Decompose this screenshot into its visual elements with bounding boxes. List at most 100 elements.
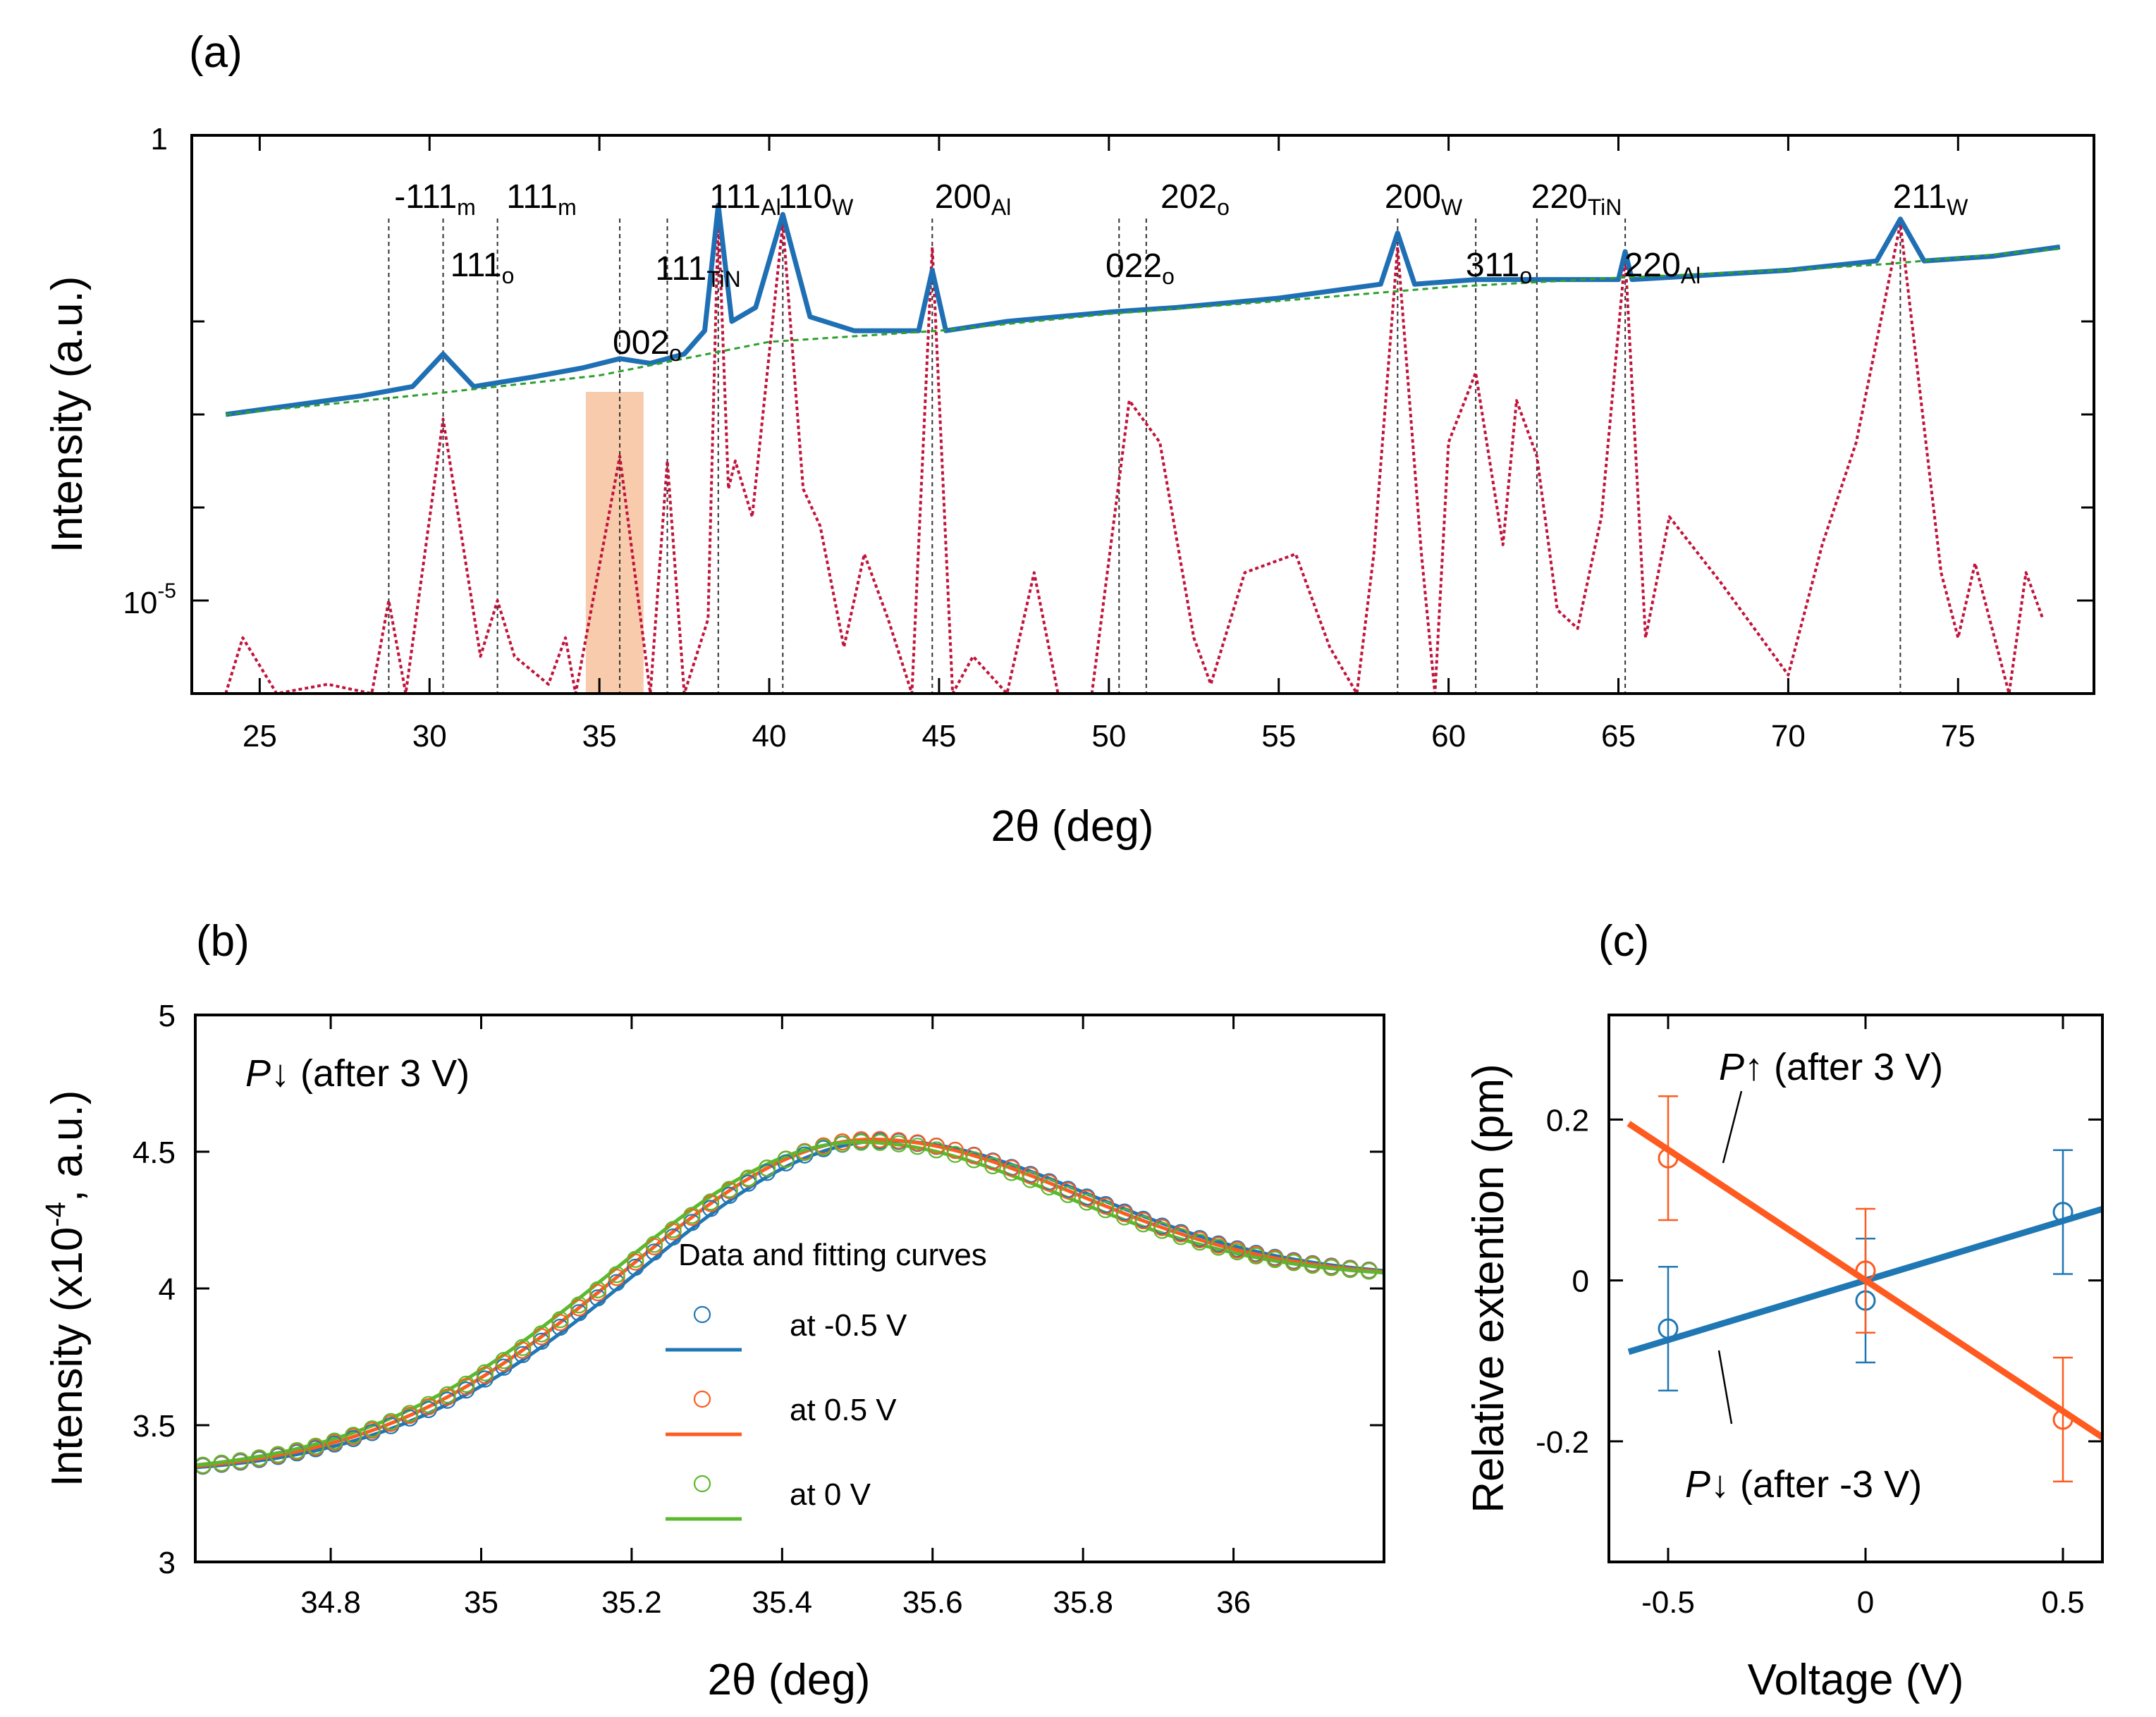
data-point <box>777 1150 795 1169</box>
data-point <box>702 1193 720 1211</box>
legend-b: at -0.5 V at 0.5 V at 0 V <box>666 1305 907 1521</box>
y-tick-label-top: 1 <box>151 122 168 156</box>
y-tick-label: -0.2 <box>1536 1425 1589 1460</box>
data-point <box>1097 1197 1115 1215</box>
x-tick-label: 36 <box>1216 1585 1251 1620</box>
legend-marker <box>693 1390 711 1408</box>
data-point <box>721 1186 738 1205</box>
y-axis-label-a: Intensity (a.u.) <box>43 276 92 553</box>
annotation-leader-down <box>1717 1350 1733 1424</box>
x-tick-label: 30 <box>412 719 447 753</box>
data-point <box>2052 1409 2074 1430</box>
plot-frame-c <box>1607 1014 2104 1563</box>
data-point <box>1097 1201 1115 1219</box>
x-axis-label-c: Voltage (V) <box>1748 1656 1964 1704</box>
legend-title: Data and fitting curves <box>678 1238 987 1272</box>
panel-b: (b) 34.8 35 35.2 35.4 35.6 35.8 36 3 3.5 4 4.5 5 P… <box>40 917 1385 1704</box>
legend-label: at 0.5 V <box>790 1393 897 1427</box>
data-point <box>1134 1215 1152 1233</box>
panel-b-label: (b) <box>196 917 250 966</box>
data-point <box>1210 1238 1227 1256</box>
data-point <box>1658 1147 1679 1169</box>
y-tick-label: 3 <box>159 1546 176 1580</box>
x-tick-label: 34.8 <box>300 1585 361 1620</box>
data-point <box>758 1164 776 1181</box>
data-point <box>532 1325 551 1343</box>
y-axis-label-c: Relative extention (pm) <box>1464 1064 1513 1513</box>
data-point <box>570 1296 588 1314</box>
x-axis-label-b: 2θ (deg) <box>708 1656 871 1704</box>
measured-curve <box>225 202 2061 417</box>
x-tick-label: 40 <box>752 719 787 753</box>
data-point <box>871 1133 889 1151</box>
data-point <box>984 1157 1002 1175</box>
data-point <box>740 1169 757 1187</box>
data-point <box>740 1174 757 1192</box>
data-point <box>1040 1178 1058 1196</box>
data-point <box>551 1318 569 1336</box>
x-ticks-c: -0.5 0 0.5 <box>1641 1015 2085 1620</box>
annotation-leader-up <box>1722 1090 1743 1164</box>
peak-label: 002o <box>613 324 682 366</box>
x-tick-label: 75 <box>1941 719 1976 753</box>
peak-label: 220TiN <box>1531 178 1622 220</box>
y-ticks-c: -0.2 0 0.2 <box>1536 1103 2102 1460</box>
data-point <box>439 1386 456 1404</box>
annotation-p-down: P↓ (after -3 V) <box>1685 1463 1922 1506</box>
data-point <box>1360 1262 1378 1280</box>
data-point <box>231 1452 250 1470</box>
x-tick-label: 65 <box>1601 719 1636 753</box>
data-point <box>984 1152 1002 1171</box>
data-point <box>213 1454 231 1472</box>
legend-label: at -0.5 V <box>790 1308 907 1343</box>
peak-label: 200Al <box>935 178 1012 220</box>
data-point <box>702 1200 720 1217</box>
data-point <box>1658 1318 1679 1339</box>
data-point <box>796 1143 814 1162</box>
x-tick-label: 35.2 <box>601 1585 662 1620</box>
annotation-p-up: P↑ (after 3 V) <box>1719 1046 1943 1088</box>
fit-curve <box>195 1137 1385 1468</box>
data-point <box>458 1375 475 1393</box>
peak-label: -111m <box>394 178 476 220</box>
data-point <box>721 1181 738 1198</box>
data-point <box>1341 1260 1359 1279</box>
peak-label: 202o <box>1160 178 1230 220</box>
data-point <box>1191 1233 1208 1251</box>
x-tick-label: 60 <box>1431 719 1466 753</box>
peak-label: 110W <box>778 178 855 220</box>
data-point <box>608 1266 625 1284</box>
data-point <box>927 1141 945 1159</box>
data-point <box>1304 1256 1321 1274</box>
peak-fit-series <box>194 1131 1385 1475</box>
data-point <box>514 1338 532 1356</box>
data-point <box>1247 1247 1265 1264</box>
x-tick-label: 70 <box>1771 719 1806 753</box>
data-point <box>1022 1171 1039 1188</box>
panel-a: (a) 25 30 35 40 45 50 55 60 65 70 75 1 10-5 -111m 1… <box>43 28 2095 851</box>
plot-frame-a <box>190 134 2095 695</box>
x-tick-label: 35.8 <box>1053 1585 1113 1620</box>
data-point <box>532 1332 551 1350</box>
fit-curve <box>226 247 2060 416</box>
x-ticks-b: 34.8 35 35.2 35.4 35.6 35.8 36 <box>300 1015 1251 1620</box>
data-point <box>852 1133 870 1151</box>
peak-marker-lines <box>388 219 1901 694</box>
data-point <box>1323 1259 1340 1276</box>
y-tick-label: 3.5 <box>133 1409 176 1444</box>
data-point <box>1078 1190 1096 1207</box>
data-point <box>683 1207 701 1224</box>
data-point <box>965 1147 983 1164</box>
data-point <box>589 1289 607 1307</box>
y-tick-label: 0.2 <box>1546 1103 1589 1138</box>
peak-label: 200W <box>1385 178 1463 220</box>
data-point <box>1059 1186 1077 1203</box>
peak-label: 311o <box>1466 247 1532 288</box>
y-tick-label: 5 <box>159 999 176 1033</box>
extension-series <box>1627 1095 2105 1483</box>
data-point <box>1059 1182 1077 1200</box>
x-tick-label: 0.5 <box>2041 1585 2084 1620</box>
x-tick-label: 35.6 <box>902 1585 963 1620</box>
data-point <box>419 1396 437 1413</box>
data-point <box>946 1141 964 1159</box>
